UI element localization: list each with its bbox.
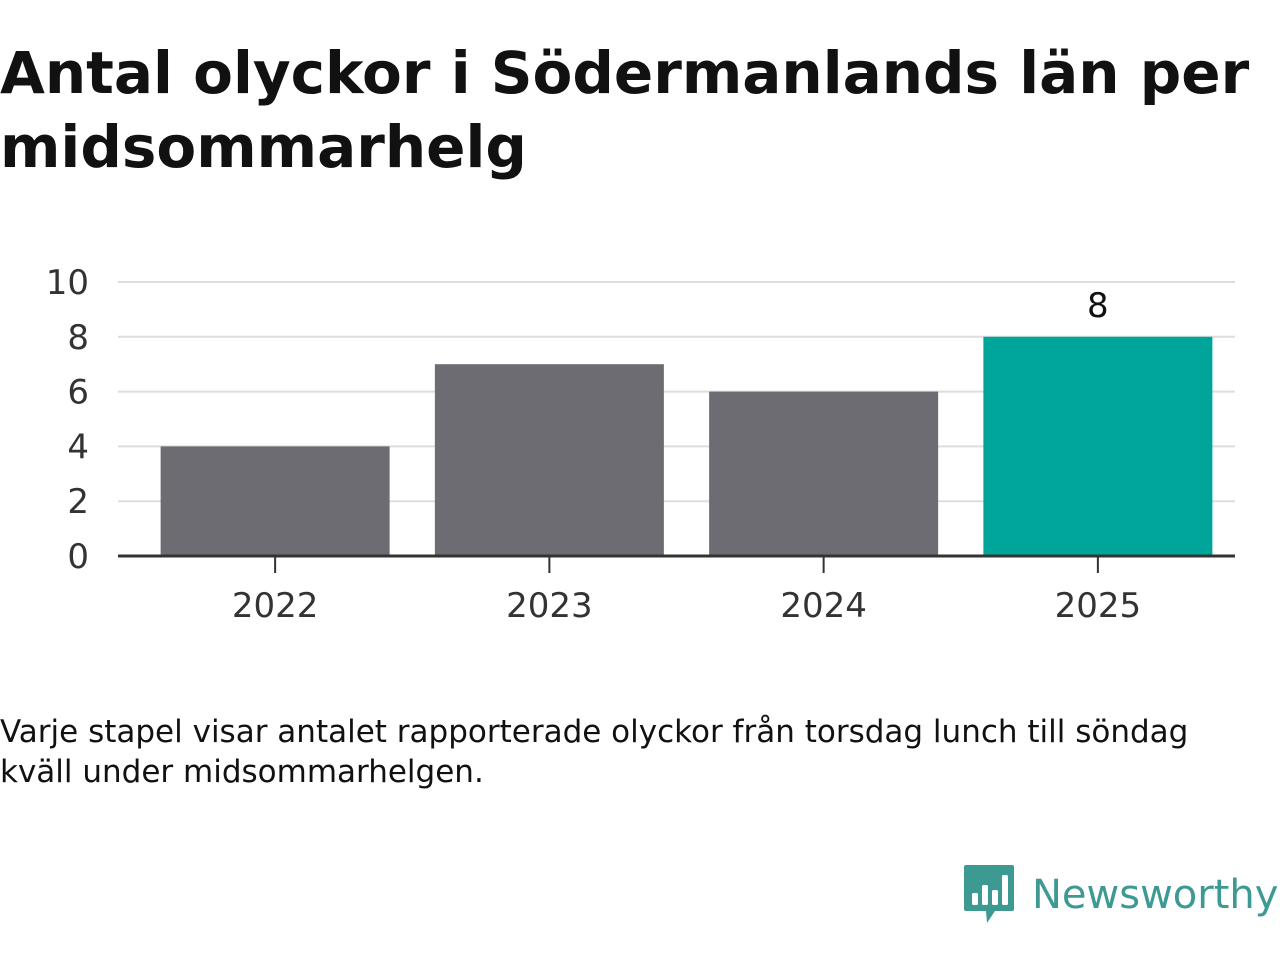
chart-title: Antal olyckor i Södermanlands län per mi… — [0, 39, 1250, 181]
newsworthy-logo-icon — [964, 865, 1014, 923]
bar-2025 — [983, 336, 1213, 556]
y-tick-label: 4 — [67, 427, 89, 467]
bar-2024 — [709, 391, 939, 556]
y-tick-label: 0 — [67, 537, 89, 577]
x-tick-label-2023: 2023 — [506, 586, 593, 626]
y-tick-label: 10 — [46, 263, 89, 303]
x-tick-label-2024: 2024 — [780, 586, 867, 626]
brand-name: Newsworthy — [1032, 872, 1279, 918]
y-tick-label: 2 — [67, 482, 89, 522]
bar-2023 — [434, 364, 664, 556]
x-axis-tick-labels: 2022 2023 2024 2025 — [232, 586, 1141, 626]
x-tick-label-2022: 2022 — [232, 586, 319, 626]
data-labels: 8 — [1087, 286, 1109, 326]
chart-caption: Varje stapel visar antalet rapporterade … — [0, 714, 1189, 790]
bar-chart: 0 2 4 6 8 10 8 2022 2023 2024 2025 — [46, 263, 1235, 626]
data-label-2025: 8 — [1087, 286, 1109, 326]
x-axis-ticks — [274, 556, 1099, 573]
x-tick-label-2025: 2025 — [1055, 586, 1142, 626]
y-axis-tick-labels: 0 2 4 6 8 10 — [46, 263, 89, 577]
y-tick-label: 8 — [67, 318, 89, 358]
bars — [160, 336, 1213, 556]
y-tick-label: 6 — [67, 373, 89, 413]
brand-logo: Newsworthy — [962, 862, 1278, 928]
bar-2022 — [160, 446, 390, 556]
